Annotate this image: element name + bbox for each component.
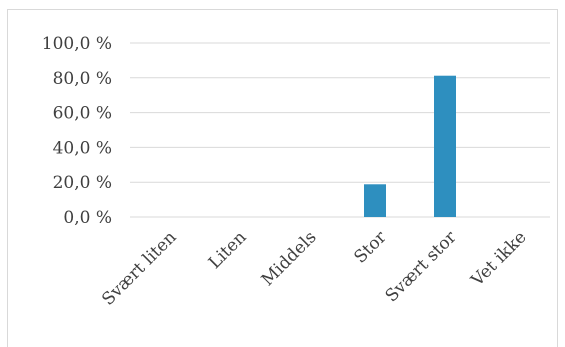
x-category-label: Stor bbox=[350, 227, 391, 268]
chart-frame bbox=[7, 9, 558, 347]
x-category-label: Liten bbox=[205, 227, 251, 273]
y-tick-label: 60,0 % bbox=[53, 104, 112, 124]
y-tick-label: 20,0 % bbox=[53, 173, 112, 193]
y-tick-label: 0,0 % bbox=[63, 208, 112, 228]
x-category-label: Svært liten bbox=[98, 227, 180, 309]
y-tick-label: 100,0 % bbox=[42, 34, 112, 54]
bar-stor bbox=[364, 184, 386, 217]
x-category-label: Middels bbox=[258, 227, 321, 290]
y-tick-label: 80,0 % bbox=[53, 69, 112, 89]
y-tick-label: 40,0 % bbox=[53, 138, 112, 158]
x-category-label: Svært stor bbox=[382, 227, 461, 306]
bar-svært-stor bbox=[434, 75, 456, 217]
x-category-label: Vet ikke bbox=[467, 227, 531, 291]
